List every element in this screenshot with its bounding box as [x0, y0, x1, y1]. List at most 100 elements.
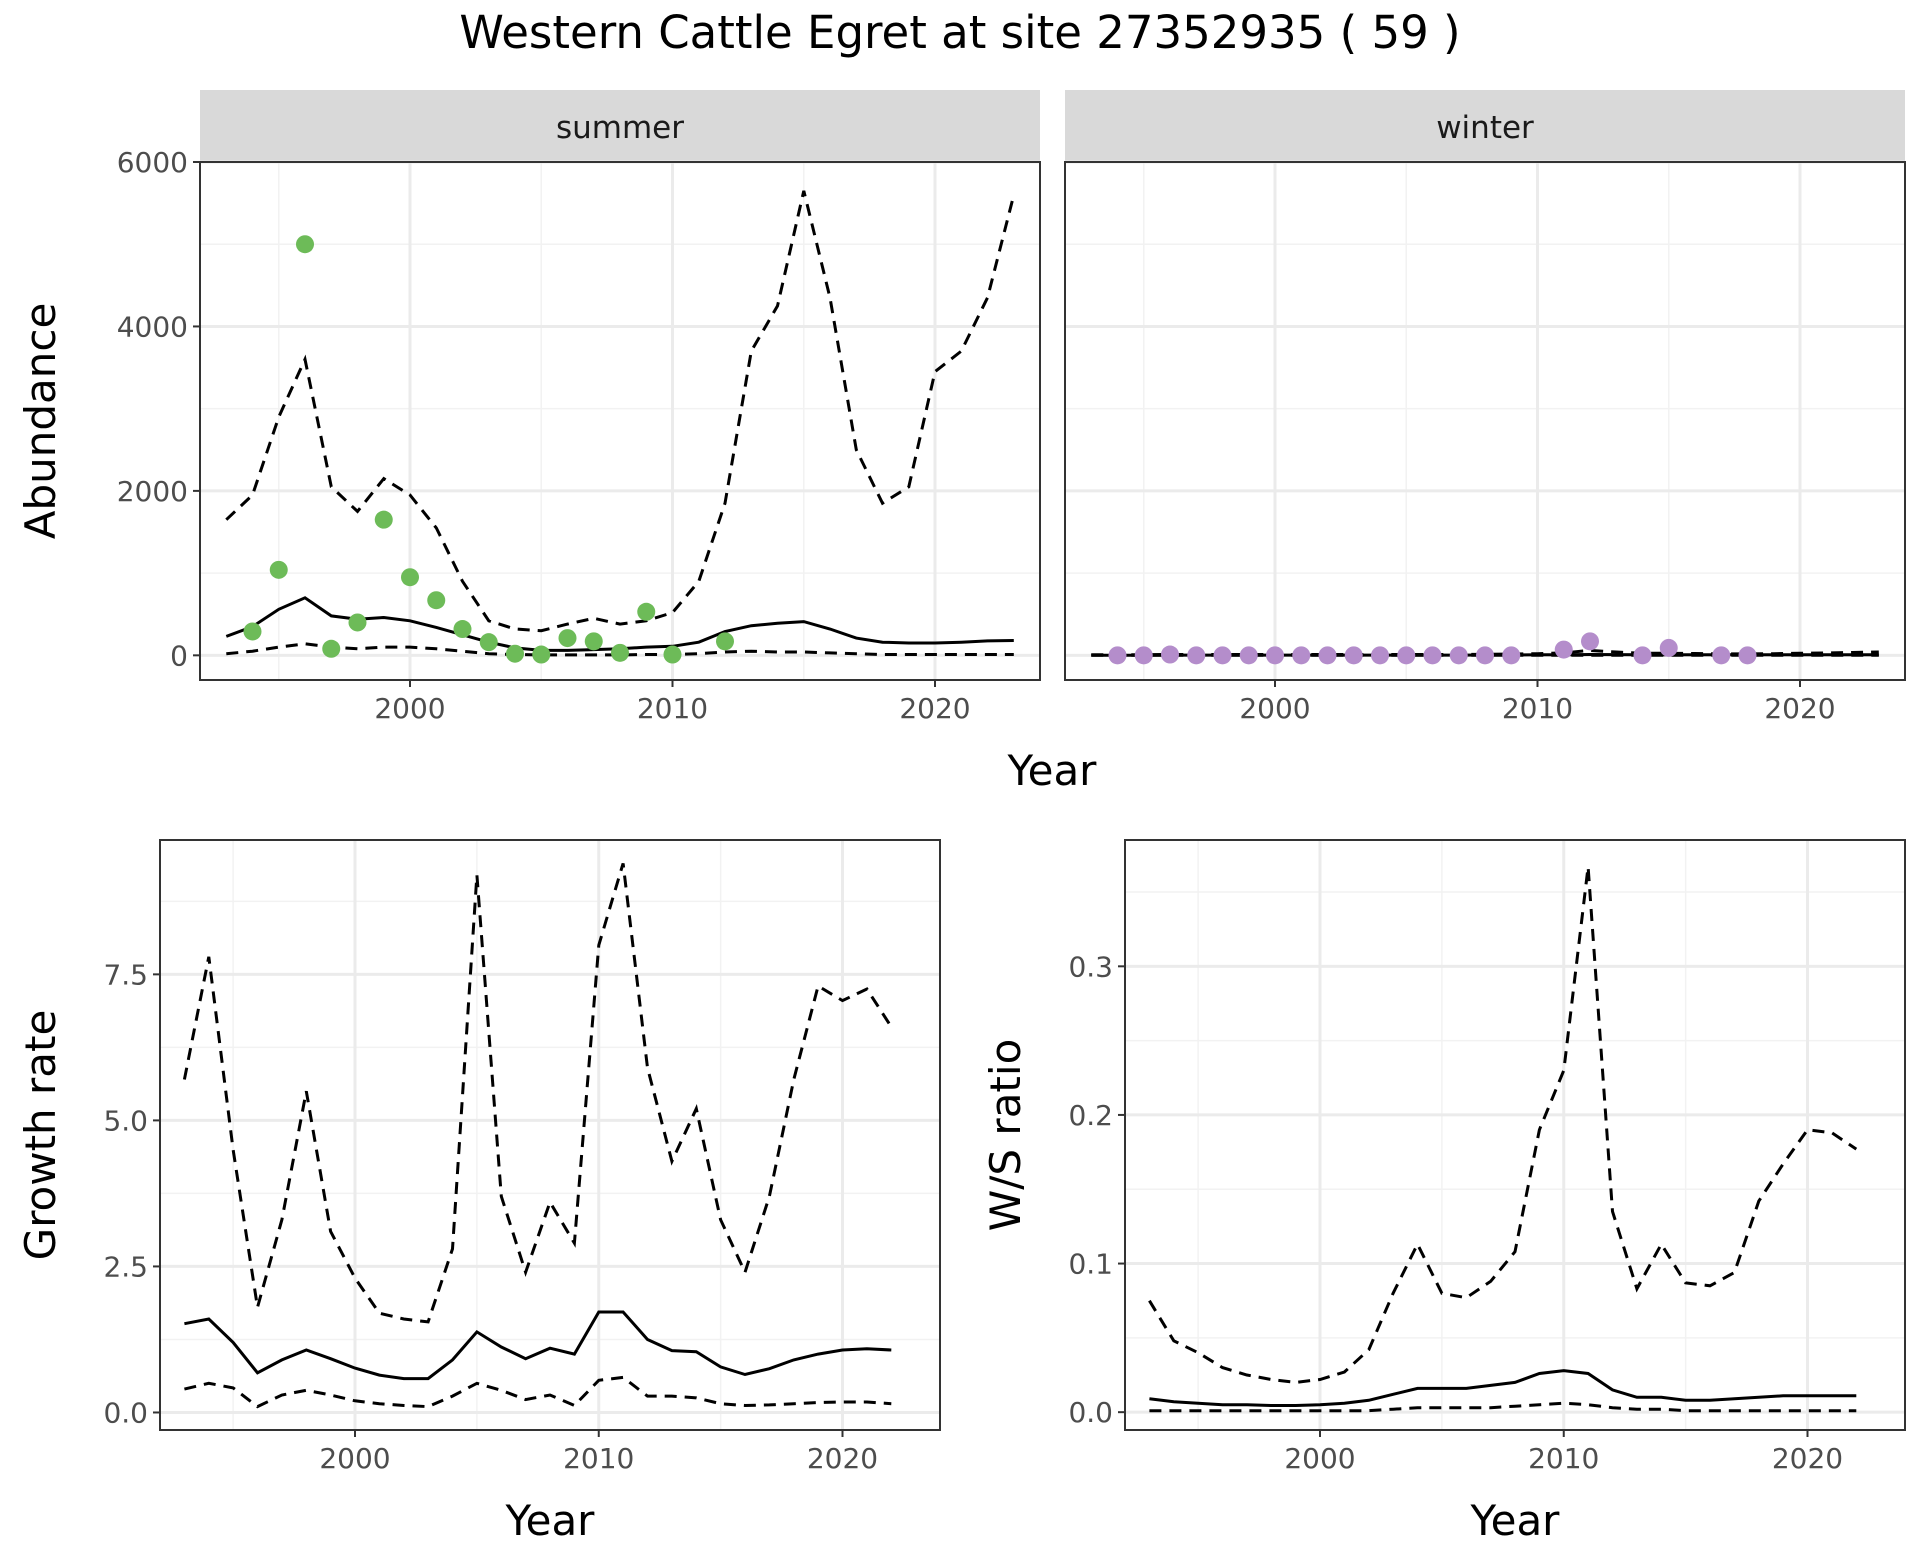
- series-layer: [225, 190, 1016, 664]
- ws-ratio-panel: 2000 2010 2020 0.0 0.1 0.2 0.3: [1068, 839, 1906, 1475]
- observed-point: [1187, 646, 1206, 665]
- y-tick-label: 0.0: [103, 1396, 148, 1429]
- observed-point: [716, 632, 734, 651]
- observed-point: [348, 613, 367, 632]
- facet-strip-winter: [1065, 90, 1905, 162]
- panel-border: [1124, 839, 1906, 1431]
- x-tick-label: 2010: [637, 692, 708, 725]
- growth-rate-panel: 2000 2010 2020 0.0 2.5 5.0 7.5: [103, 839, 941, 1475]
- x-tick-label: 2000: [1239, 692, 1310, 725]
- facet-label-summer: summer: [556, 110, 684, 146]
- estimate-line: [184, 1310, 892, 1381]
- observed-point: [532, 645, 551, 664]
- abundance-y-axis-title: Abundance: [16, 303, 65, 540]
- observed-point: [1397, 646, 1416, 665]
- y-tick-label: 0.2: [1068, 1099, 1113, 1132]
- observed-point: [1292, 646, 1311, 665]
- observed-point: [558, 629, 577, 648]
- y-tick-label: 7.5: [103, 958, 148, 991]
- lower-bound-line: [1149, 1401, 1857, 1413]
- x-tick-labels: 2000 2010 2020: [1239, 680, 1836, 725]
- observed-point: [1423, 646, 1442, 665]
- observed-point: [637, 602, 656, 621]
- observed-point: [1738, 646, 1757, 665]
- gridlines: [160, 840, 940, 1430]
- y-tick-label: 0.1: [1068, 1248, 1113, 1281]
- panel-border: [199, 161, 1041, 681]
- x-tick-labels: 2000 2010 2020: [374, 680, 971, 725]
- x-tick-label: 2010: [1502, 692, 1573, 725]
- y-tick-labels: 0 2000 4000 6000: [117, 146, 200, 672]
- chart-title: Western Cattle Egret at site 27352935 ( …: [459, 6, 1460, 59]
- observed-point: [1161, 645, 1179, 664]
- observed-point: [1266, 646, 1284, 665]
- upper-bound-line: [1148, 866, 1858, 1384]
- facet-strip-summer: [200, 90, 1040, 162]
- growth-y-axis-title: Growth rate: [16, 1010, 65, 1261]
- panel-border: [1064, 161, 1906, 681]
- growth-x-axis-title: Year: [505, 1496, 596, 1545]
- observed-point: [453, 620, 472, 639]
- observed-point: [1318, 646, 1337, 665]
- y-tick-label: 2.5: [103, 1250, 148, 1283]
- observed-point: [401, 568, 419, 587]
- observed-point: [1476, 646, 1494, 665]
- observed-point: [1108, 646, 1127, 665]
- observed-point: [1134, 646, 1153, 665]
- x-tick-label: 2010: [563, 1442, 634, 1475]
- observed-point: [374, 510, 393, 529]
- x-tick-label: 2000: [1284, 1442, 1355, 1475]
- observed-point: [1449, 646, 1468, 665]
- upper-bound-line: [225, 190, 1016, 633]
- observed-point: [1239, 646, 1258, 665]
- abundance-winter-panel: winter 2000 2010 2020: [1064, 90, 1906, 725]
- x-tick-label: 2020: [1772, 1442, 1843, 1475]
- observed-point: [663, 645, 682, 664]
- observed-point: [427, 591, 446, 610]
- y-tick-label: 5.0: [103, 1104, 148, 1137]
- observed-point: [243, 622, 262, 641]
- x-tick-label: 2020: [899, 692, 970, 725]
- observed-point: [322, 639, 341, 658]
- y-tick-label: 4000: [117, 310, 188, 343]
- ratio-x-axis-title: Year: [1470, 1496, 1561, 1545]
- y-tick-label: 0.3: [1068, 950, 1113, 983]
- y-tick-label: 6000: [117, 146, 188, 179]
- x-tick-label: 2000: [319, 1442, 390, 1475]
- y-tick-label: 0.0: [1068, 1396, 1113, 1429]
- series-layer: [1091, 632, 1879, 665]
- series-layer: [1148, 866, 1858, 1413]
- y-tick-labels: 0.0 0.1 0.2 0.3: [1068, 950, 1125, 1429]
- observed-point: [1712, 646, 1731, 665]
- observed-point: [1502, 646, 1521, 665]
- observed-point: [611, 643, 629, 662]
- observed-point: [1344, 646, 1363, 665]
- observed-point: [1554, 640, 1573, 659]
- x-tick-labels: 2000 2010 2020: [319, 1430, 878, 1475]
- observed-point: [1659, 638, 1678, 657]
- observed-point: [584, 632, 603, 651]
- series-layer: [182, 862, 893, 1409]
- x-tick-label: 2020: [1764, 692, 1835, 725]
- panel-border: [159, 839, 941, 1431]
- y-tick-label: 0: [170, 639, 188, 672]
- observed-point: [269, 560, 288, 579]
- x-tick-label: 2010: [1528, 1442, 1599, 1475]
- y-tick-labels: 0.0 2.5 5.0 7.5: [103, 958, 160, 1429]
- x-tick-label: 2020: [807, 1442, 878, 1475]
- x-tick-label: 2000: [374, 692, 445, 725]
- estimate-line: [1149, 1369, 1857, 1407]
- observed-point: [1633, 646, 1652, 665]
- y-tick-label: 2000: [117, 475, 188, 508]
- observed-point: [1581, 632, 1599, 651]
- x-tick-labels: 2000 2010 2020: [1284, 1430, 1843, 1475]
- lower-bound-line: [184, 1375, 892, 1409]
- observed-point: [506, 644, 524, 663]
- facet-label-winter: winter: [1436, 110, 1534, 146]
- abundance-x-axis-title: Year: [1007, 746, 1098, 795]
- observed-point: [1213, 646, 1232, 665]
- observed-point: [479, 633, 498, 652]
